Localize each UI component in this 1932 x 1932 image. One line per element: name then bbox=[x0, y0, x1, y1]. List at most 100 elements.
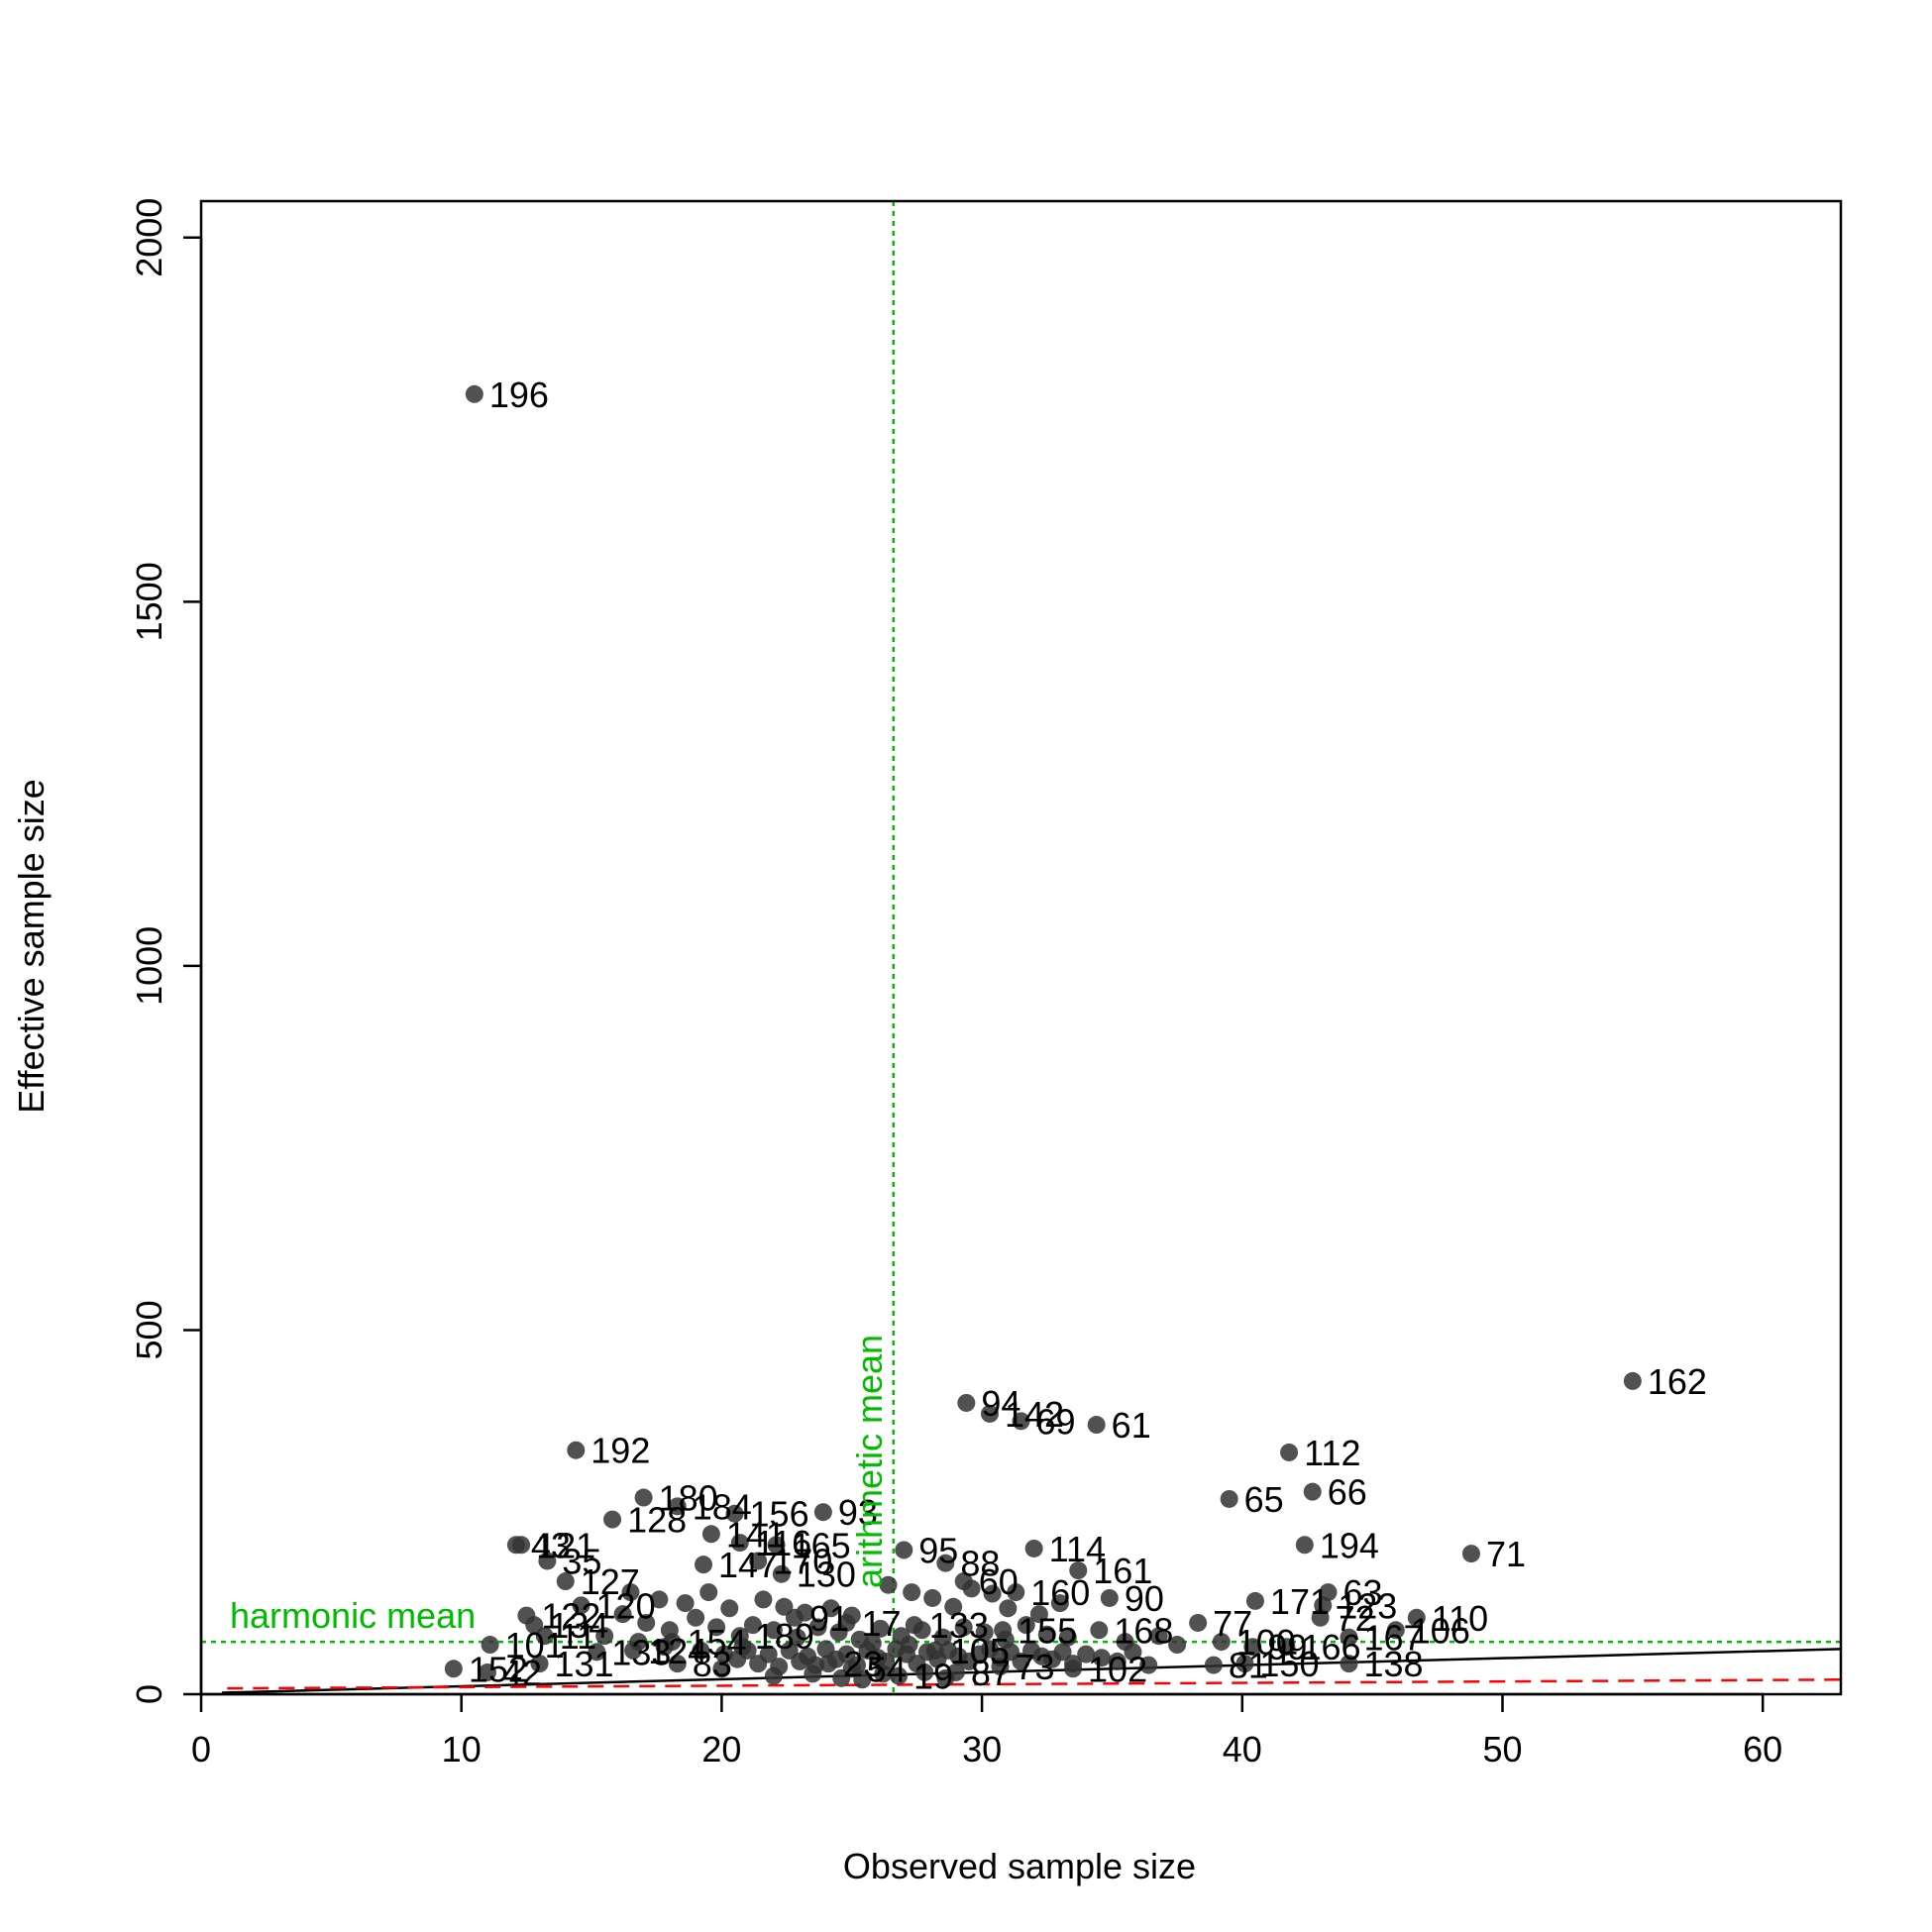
point-label: 94 bbox=[981, 1383, 1020, 1424]
cluster-point bbox=[637, 1613, 656, 1632]
point-label: 66 bbox=[1328, 1472, 1367, 1513]
arithmetic-mean-label: arithmetic mean bbox=[849, 1335, 890, 1588]
data-point bbox=[481, 1636, 499, 1655]
cluster-point bbox=[923, 1588, 942, 1607]
x-axis-title: Observed sample size bbox=[843, 1846, 1196, 1886]
cluster-point bbox=[821, 1599, 840, 1618]
y-tick-label: 0 bbox=[129, 1684, 169, 1704]
x-axis: 0 10 20 30 40 50 60 bbox=[191, 1692, 1782, 1770]
point-label: 72 bbox=[1336, 1598, 1375, 1639]
data-point bbox=[1243, 1638, 1262, 1657]
point-label: 138 bbox=[1364, 1644, 1424, 1684]
x-tick-label: 0 bbox=[191, 1729, 211, 1770]
data-point bbox=[1277, 1638, 1296, 1657]
red-dashed-line bbox=[227, 1678, 1842, 1690]
point-label: 61 bbox=[1112, 1405, 1151, 1446]
data-point bbox=[634, 1488, 653, 1507]
cluster-point bbox=[1029, 1605, 1048, 1624]
cluster-point bbox=[712, 1660, 731, 1678]
data-point bbox=[957, 1393, 976, 1412]
cluster-point bbox=[650, 1590, 669, 1609]
x-tick-label: 10 bbox=[442, 1729, 482, 1770]
cluster-point bbox=[900, 1636, 918, 1655]
point-label: 63 bbox=[1342, 1572, 1382, 1613]
point-label: 170 bbox=[773, 1541, 832, 1581]
cluster-point bbox=[1092, 1649, 1111, 1667]
point-label: 133 bbox=[611, 1632, 671, 1672]
point-label: 11 bbox=[560, 1616, 596, 1657]
data-point bbox=[1235, 1655, 1254, 1673]
cluster-point bbox=[1108, 1652, 1127, 1670]
cluster-point bbox=[743, 1616, 762, 1635]
point-label: 77 bbox=[1213, 1603, 1252, 1644]
point-label: 161 bbox=[1093, 1551, 1152, 1591]
cluster-point bbox=[1053, 1643, 1072, 1662]
point-label: 83 bbox=[693, 1644, 732, 1684]
point-label: 102 bbox=[1088, 1649, 1147, 1689]
point-label: 81 bbox=[1229, 1646, 1268, 1686]
data-point bbox=[1024, 1539, 1043, 1557]
data-point bbox=[695, 1556, 713, 1574]
data-point bbox=[1340, 1655, 1358, 1673]
point-label: 133 bbox=[929, 1605, 989, 1646]
data-point bbox=[588, 1643, 606, 1662]
point-label: 54 bbox=[867, 1649, 907, 1689]
cluster-point bbox=[944, 1597, 963, 1616]
point-label: 43 bbox=[531, 1525, 571, 1565]
data-point bbox=[749, 1552, 768, 1570]
data-point bbox=[1189, 1613, 1208, 1632]
cluster-point bbox=[595, 1627, 614, 1646]
data-point bbox=[1087, 1416, 1106, 1435]
point-label: 162 bbox=[1648, 1361, 1707, 1402]
point-label: 17 bbox=[861, 1603, 901, 1644]
x-tick-label: 60 bbox=[1743, 1729, 1782, 1770]
data-point bbox=[530, 1655, 549, 1673]
cluster-point bbox=[871, 1619, 890, 1638]
point-label: 60 bbox=[979, 1561, 1019, 1602]
data-point bbox=[1069, 1561, 1088, 1580]
data-point bbox=[512, 1536, 531, 1555]
point-label: 122 bbox=[541, 1596, 600, 1637]
x-tick-label: 40 bbox=[1223, 1729, 1262, 1770]
cluster-point bbox=[874, 1664, 893, 1683]
x-tick-label: 30 bbox=[962, 1729, 1002, 1770]
cluster-point bbox=[933, 1628, 952, 1647]
cluster-point bbox=[954, 1618, 973, 1637]
point-label: 121 bbox=[536, 1525, 595, 1565]
cluster-point bbox=[759, 1645, 778, 1664]
data-point bbox=[1245, 1591, 1264, 1610]
data-point bbox=[730, 1534, 749, 1553]
data-point bbox=[1090, 1621, 1109, 1640]
fit-line bbox=[221, 1648, 1842, 1694]
point-label: 73 bbox=[1015, 1647, 1054, 1687]
point-label: 35 bbox=[562, 1541, 601, 1581]
data-point bbox=[701, 1525, 720, 1544]
point-label: 180 bbox=[659, 1478, 718, 1519]
point-label: 154 bbox=[687, 1622, 746, 1663]
point-label: 114 bbox=[1049, 1529, 1106, 1569]
cluster-point bbox=[676, 1594, 695, 1613]
point-label: 99 bbox=[1267, 1627, 1307, 1667]
cluster-point bbox=[1037, 1625, 1056, 1644]
point-label: 134 bbox=[549, 1605, 608, 1646]
data-point bbox=[1311, 1608, 1330, 1627]
point-label: 123 bbox=[1338, 1585, 1397, 1626]
cluster-point bbox=[863, 1634, 882, 1653]
data-point bbox=[1340, 1628, 1358, 1647]
point-label: 91 bbox=[809, 1598, 849, 1639]
data-point bbox=[535, 1627, 554, 1646]
point-label: 124 bbox=[648, 1631, 707, 1671]
harmonic-mean-label: harmonic mean bbox=[230, 1595, 476, 1636]
point-label: 160 bbox=[1030, 1572, 1090, 1613]
cluster-point bbox=[915, 1663, 934, 1681]
data-point bbox=[772, 1564, 791, 1583]
cluster-point bbox=[754, 1590, 773, 1609]
data-point bbox=[1064, 1660, 1083, 1678]
data-point bbox=[1212, 1633, 1231, 1652]
y-tick-label: 1500 bbox=[129, 562, 169, 641]
cluster-point bbox=[1168, 1636, 1187, 1655]
cluster-point bbox=[808, 1618, 827, 1637]
y-tick-label: 2000 bbox=[129, 198, 169, 277]
data-point bbox=[980, 1404, 999, 1423]
